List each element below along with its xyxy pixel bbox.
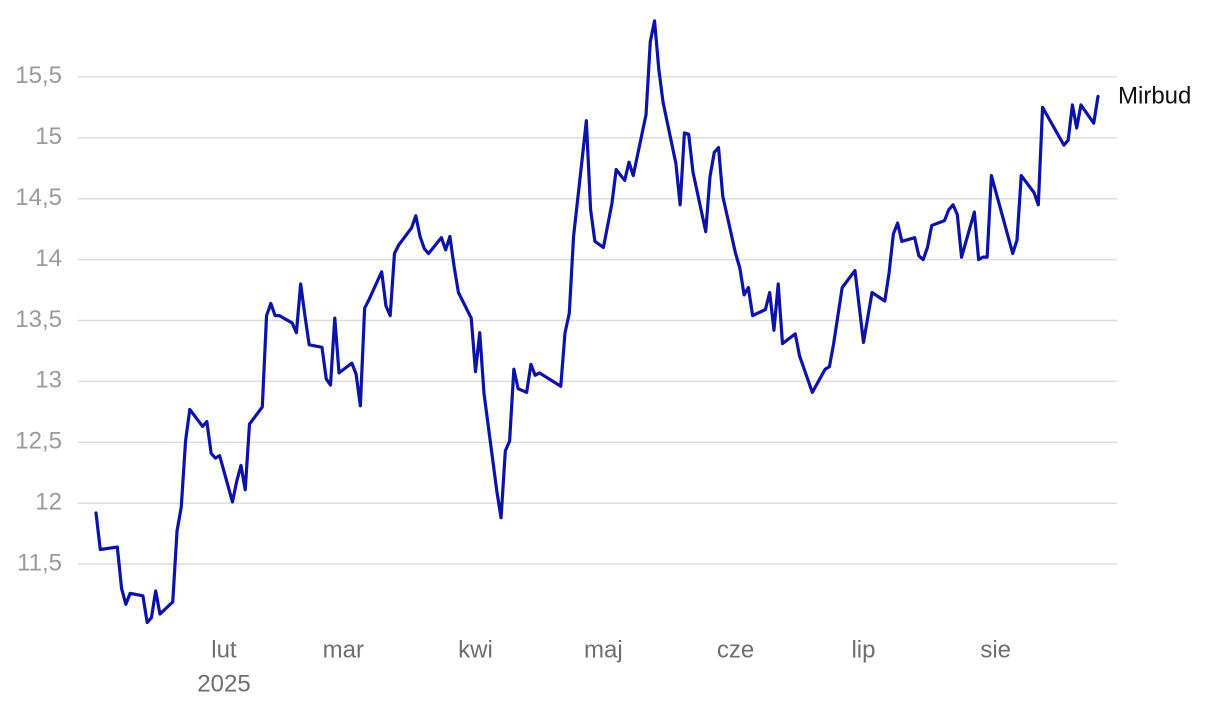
- x-tick-label: maj: [584, 636, 623, 663]
- x-tick-label: lip: [851, 636, 875, 663]
- x-tick-label: mar: [323, 636, 364, 663]
- y-tick-label: 15: [35, 123, 62, 150]
- y-tick-label: 12: [35, 489, 62, 516]
- x-year-label: 2025: [197, 670, 250, 697]
- x-tick-label: cze: [717, 636, 754, 663]
- x-tick-label: kwi: [458, 636, 493, 663]
- y-tick-label: 14,5: [15, 184, 62, 211]
- x-tick-label: lut: [211, 636, 237, 663]
- y-tick-label: 13,5: [15, 306, 62, 333]
- y-tick-label: 11,5: [17, 549, 62, 576]
- y-tick-label: 14: [35, 245, 62, 272]
- series-label: Mirbud: [1118, 83, 1191, 110]
- y-tick-label: 12,5: [15, 428, 62, 455]
- x-tick-label: sie: [980, 636, 1011, 663]
- y-tick-label: 13: [35, 367, 62, 394]
- y-tick-label: 15,5: [15, 62, 62, 89]
- series-line: [94, 19, 1100, 625]
